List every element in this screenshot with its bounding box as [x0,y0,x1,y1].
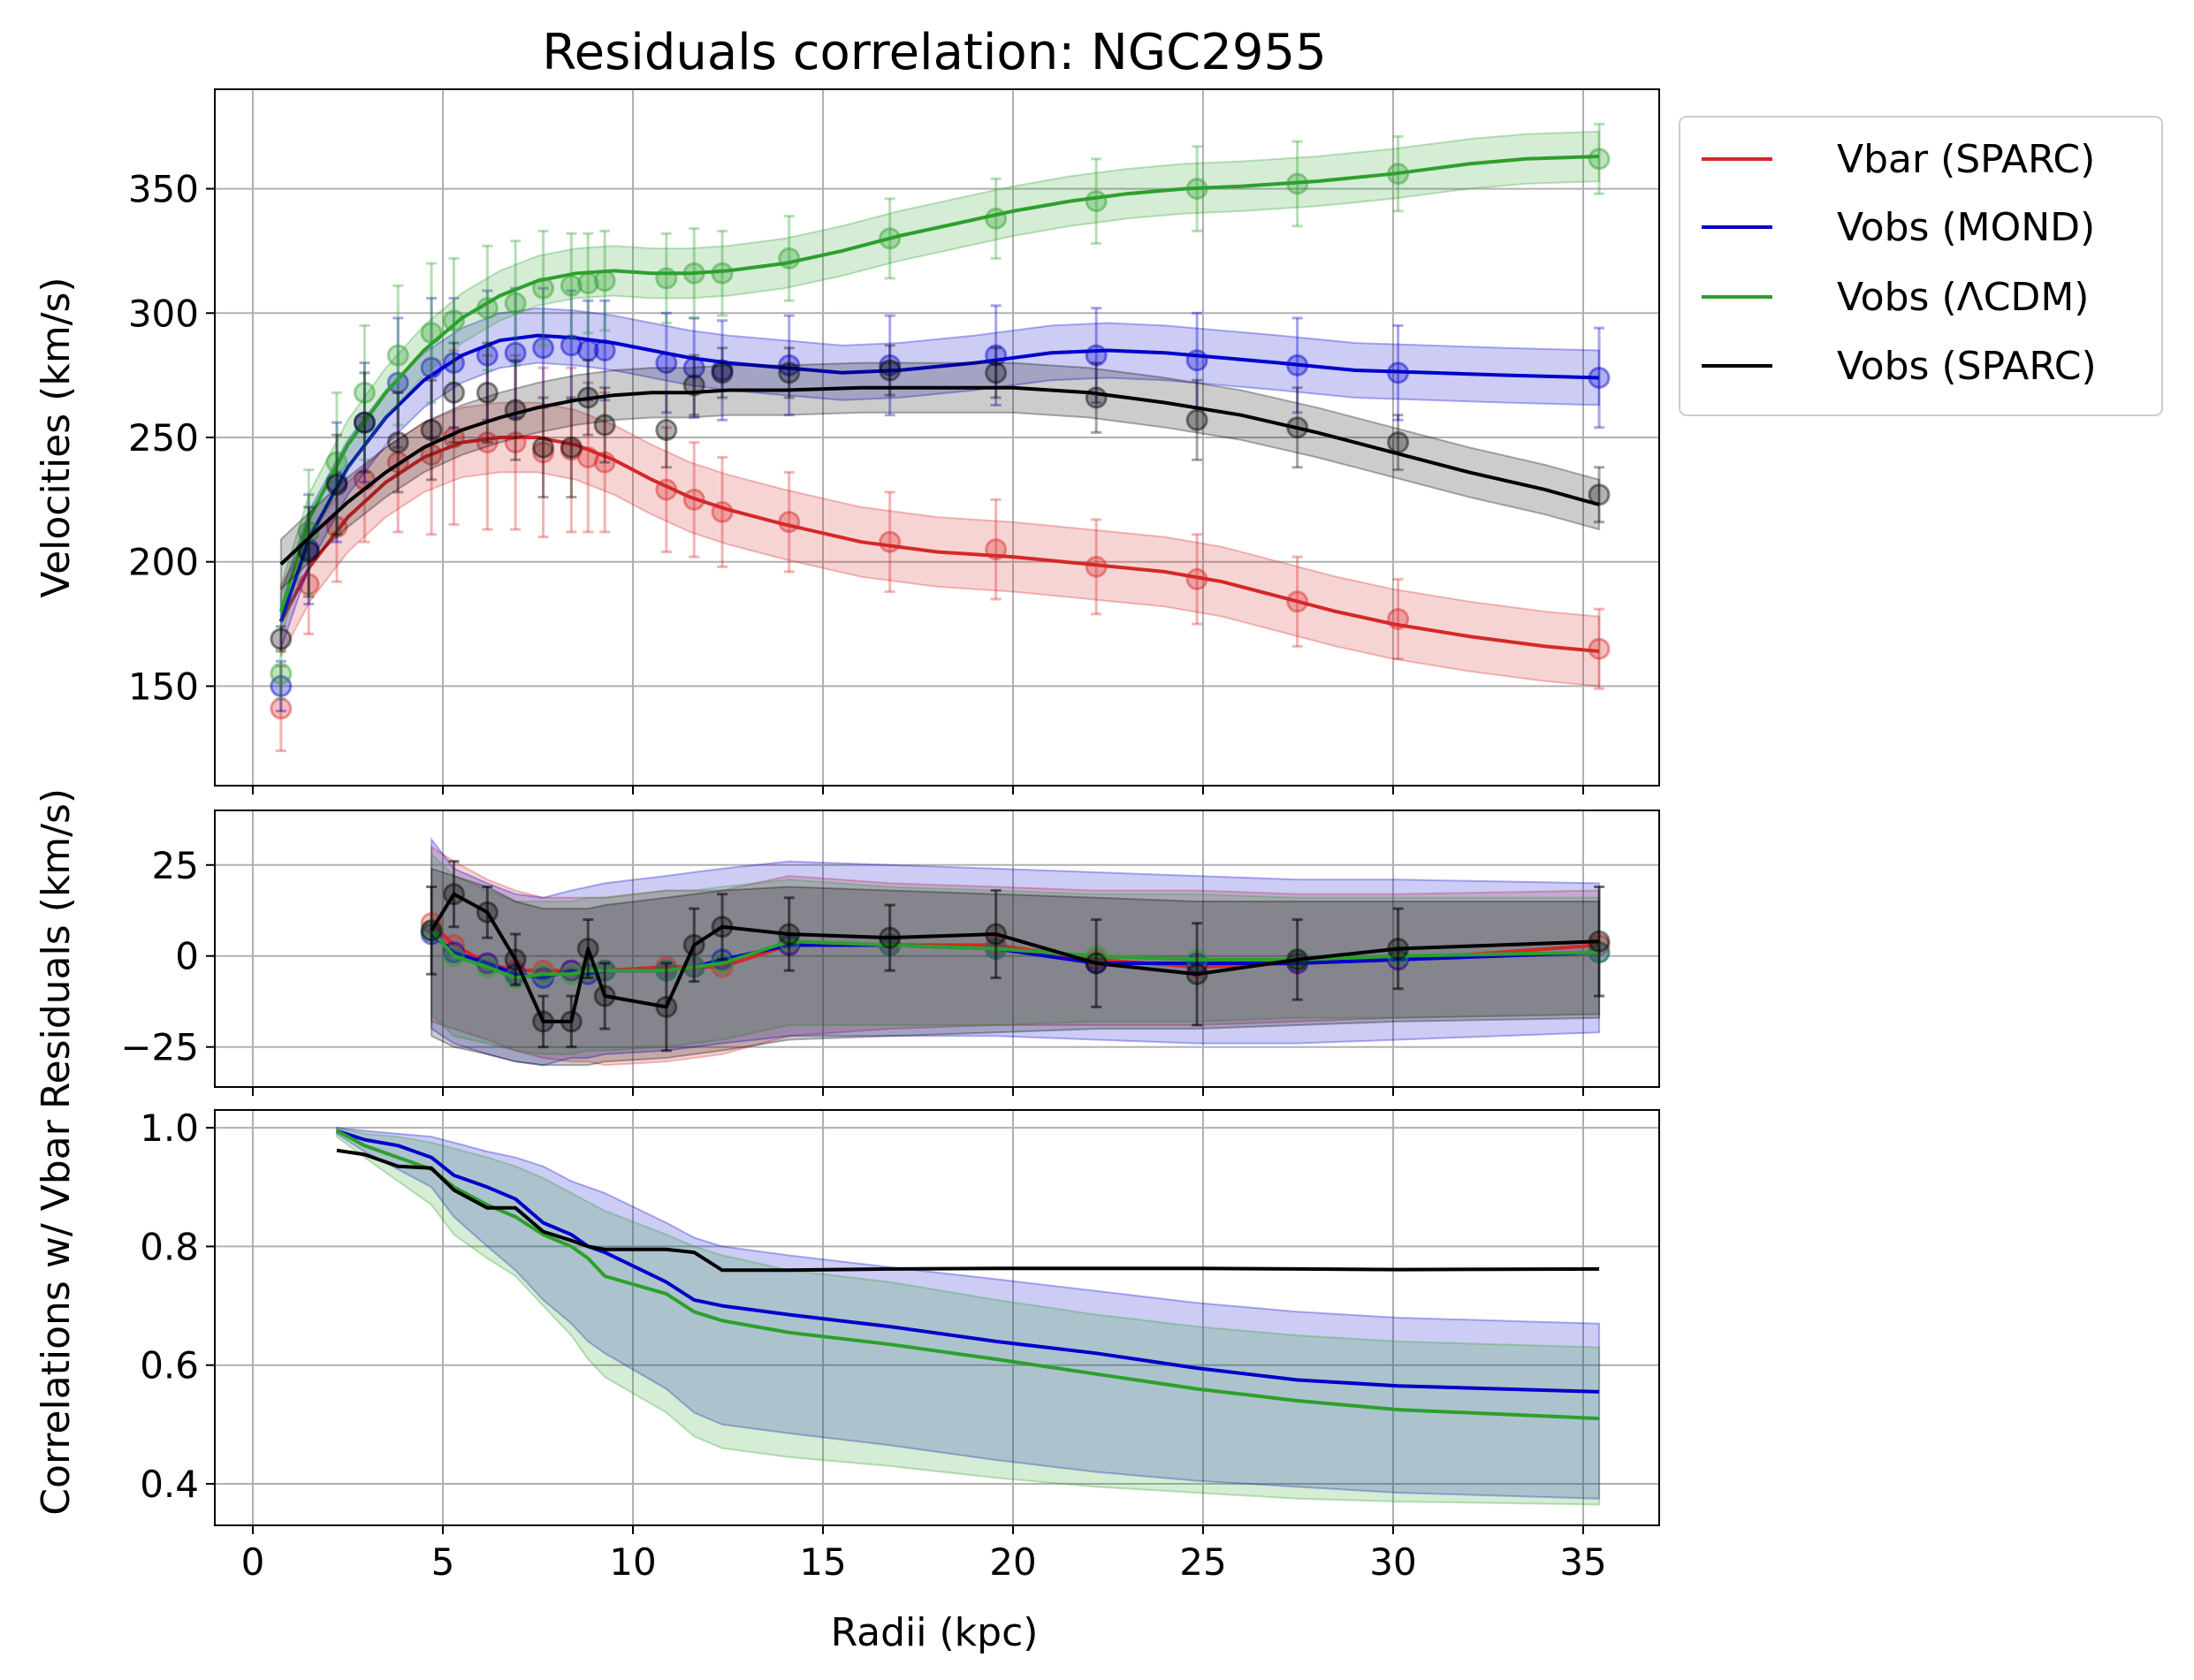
point-vobs-lcdm [386,344,409,367]
point-vobs-sparc [711,361,734,384]
point-vobs-sparc [532,436,555,459]
curve-vbar-sparc [279,436,1600,653]
y-tick-label: 1.0 [140,1106,199,1150]
correlations-panel: 0 5 10 15 20 25 30 35 0.4 0.6 0.8 1.0 Correlations w… [34,1106,1660,1584]
point-vobs-sparc [325,473,348,496]
y-tick-label: −25 [120,1026,199,1069]
point-vbar-sparc [270,697,293,720]
point-vobs-sparc [476,381,499,404]
y-tick-label: 0 [175,935,199,978]
y-tick-label: 0.8 [140,1225,199,1268]
point-vobs-sparc [682,374,705,397]
velocities-y-axis-label: Velocities (km/s) [34,277,79,597]
point-vobs-sparc [655,419,678,442]
point-vbar-sparc [1588,637,1611,660]
y-tick-label: 300 [128,292,199,335]
line-vobs-sparc [430,892,1600,1023]
point-vobs-sparc [593,414,616,437]
residuals-plot-area [420,836,1611,1067]
band-vobs-mond [336,1126,1601,1500]
y-tick-label: 25 [152,844,199,887]
residuals-axes-frame [214,810,1660,1088]
point-vobs-mond [504,341,527,364]
velocities-panel: 150 200 250 300 350 Velocities (km/s) [34,88,1660,794]
x-tick-label: 15 [799,1540,846,1584]
y-tick-label: 200 [128,541,199,584]
x-axis-label: Radii (kpc) [831,1610,1039,1655]
point-vobs-sparc [778,361,801,384]
velocities-plot-area [270,122,1611,753]
point-vobs-sparc [1387,431,1410,454]
y-tick-label: 150 [128,665,199,708]
line-vobs-sparc [336,1148,1600,1273]
point-vobs-lcdm [353,381,376,404]
point-vobs-lcdm [593,270,616,293]
line-vobs-mond [336,1129,1600,1394]
point-vobs-sparc [386,431,409,454]
x-tick-label: 30 [1369,1540,1416,1584]
point-vobs-sparc [1085,386,1108,409]
y-tick-label: 350 [128,168,199,211]
band-vobs-lcdm [336,1126,1601,1506]
band-vobs-lcdm [279,130,1601,637]
point-vobs-mond [560,334,583,357]
curve-vobs-mond [278,333,1600,622]
point-vobs-lcdm [1588,148,1611,171]
y-tick-label: 0.4 [140,1463,199,1506]
legend-frame [1679,116,2163,416]
point-vobs-sparc [270,627,293,650]
point-vobs-mond [270,674,293,697]
y-tick-label: 0.6 [140,1344,199,1387]
band-vbar-sparc [279,401,1601,688]
correlations-grid [215,1110,1659,1525]
chart-title: Residuals correlation: NGC2955 [542,24,1327,81]
x-tick-label: 5 [431,1540,455,1584]
point-vobs-lcdm [655,267,678,290]
x-tick-label: 0 [241,1540,265,1584]
legend-label-vbar: Vbar (SPARC) [1837,137,2095,182]
correlations-axes-frame [214,1109,1660,1526]
point-vobs-lcdm [1085,190,1108,213]
point-vobs-mond [386,371,409,394]
point-vobs-sparc [560,436,583,459]
point-vbar-sparc [879,530,902,553]
x-tick-label: 35 [1559,1540,1606,1584]
point-vobs-sparc [985,361,1008,384]
point-vobs-lcdm [504,292,527,315]
residuals-panel: −25 0 25 Residuals (km/s) [34,788,1660,1109]
legend-label-vobs-mond: Vobs (MOND) [1837,205,2095,250]
correlations-plot-area [336,1126,1601,1506]
point-vobs-sparc [420,919,443,942]
y-tick-label: 250 [128,416,199,460]
point-vobs-sparc [442,381,465,404]
band-vobs-sparc [279,361,1601,592]
point-vobs-lcdm [270,662,293,685]
band-vobs-mond [279,307,1601,650]
x-tick-label: 10 [609,1540,656,1584]
point-vobs-lcdm [442,309,465,332]
point-vbar-sparc [325,515,348,538]
x-tick-label: 20 [989,1540,1036,1584]
correlations-y-axis-label: Correlations w/ Vbar [34,1119,79,1515]
point-vobs-sparc [420,419,443,442]
point-vobs-sparc [1185,408,1208,431]
point-vobs-mond [532,337,555,360]
point-vbar-sparc [532,441,555,464]
point-vobs-sparc [879,359,902,382]
legend-label-vobs-lcdm: Vobs (ΛCDM) [1837,275,2089,320]
x-tick-label: 25 [1179,1540,1226,1584]
velocities-grid [215,89,1659,786]
residuals-y-axis-label: Residuals (km/s) [34,788,79,1109]
point-vobs-sparc [353,411,376,434]
legend-label-vobs-sparc: Vobs (SPARC) [1837,344,2097,389]
curve-vobs-sparc [279,385,1600,566]
point-vobs-sparc [297,540,320,563]
curve-vobs-lcdm [278,155,1600,612]
legend: Vbar (SPARC) Vobs (MOND) Vobs (ΛCDM) Vob… [1679,116,2163,416]
